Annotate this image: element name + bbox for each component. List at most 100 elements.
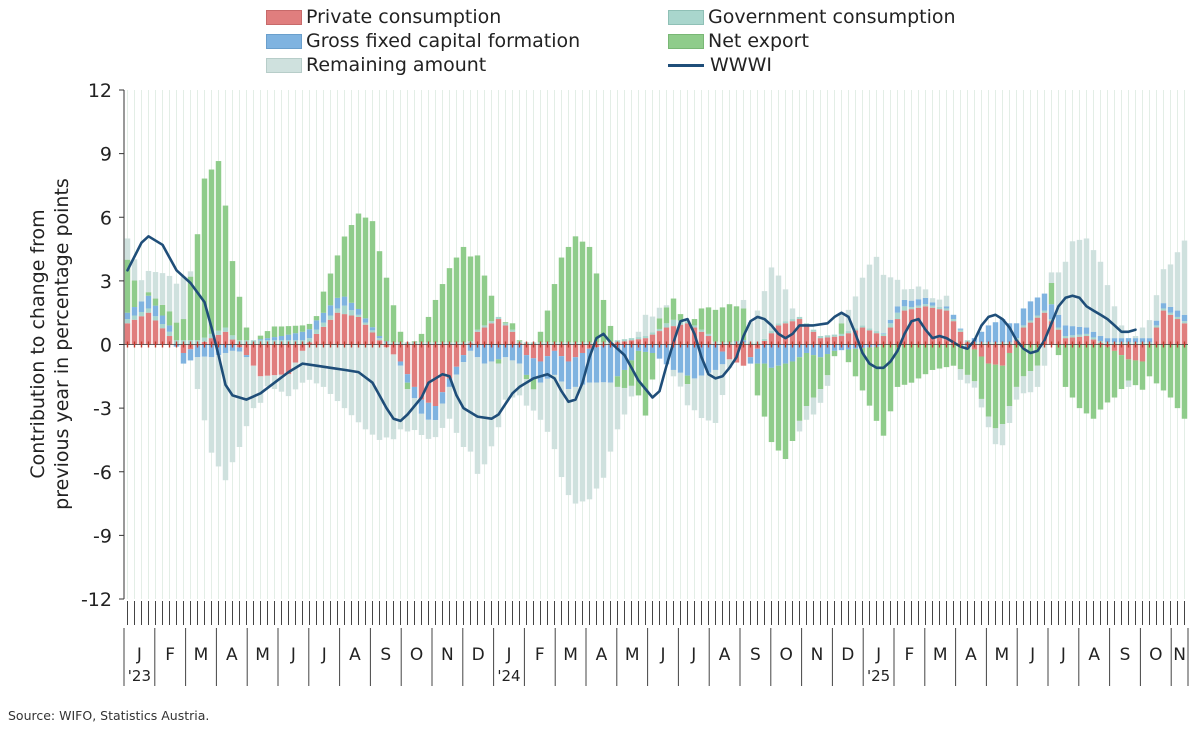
- bar-segment-private: [565, 344, 572, 362]
- bar-segment-remaining: [1027, 371, 1034, 393]
- bar-segment-remaining: [1006, 406, 1013, 423]
- bar-segment-remaining: [530, 389, 537, 411]
- bar-segment-net_export: [635, 350, 642, 396]
- bar-segment-net_export: [810, 355, 817, 398]
- bar-segment-government: [1055, 327, 1062, 330]
- legend-label-wwwi: WWWI: [710, 54, 772, 76]
- bar-segment-remaining: [642, 314, 649, 337]
- x-month-label: O: [410, 645, 423, 665]
- bar-segment-gfcf: [565, 361, 572, 390]
- bar-segment-net_export: [278, 326, 285, 337]
- bar-segment-remaining: [824, 375, 831, 386]
- bar-segment-private: [292, 344, 299, 363]
- bar-segment-private: [418, 344, 425, 400]
- bar-segment-gfcf: [586, 348, 593, 383]
- bar-segment-government: [929, 305, 936, 308]
- bar-segment-remaining: [964, 374, 971, 384]
- bar-segment-private: [831, 336, 838, 345]
- x-month-label: N: [441, 645, 454, 665]
- bar-segment-gfcf: [1076, 326, 1083, 335]
- bar-segment-government: [124, 319, 131, 324]
- bar-segment-remaining: [278, 374, 285, 392]
- bar-segment-remaining: [1020, 376, 1027, 394]
- bar-segment-government: [355, 314, 362, 317]
- bar-segment-net_export: [873, 346, 880, 421]
- bar-segment-gfcf: [523, 355, 530, 375]
- bar-segment-net_export: [936, 344, 943, 369]
- bar-segment-remaining: [817, 389, 824, 403]
- bar-segment-government: [866, 328, 873, 331]
- bar-segment-government: [376, 338, 383, 341]
- bar-segment-gfcf: [831, 344, 838, 351]
- bar-segment-government: [131, 315, 138, 320]
- x-month-label: N: [1173, 645, 1186, 665]
- bar-segment-remaining: [551, 374, 558, 450]
- y-axis-label-line2: previous year in percentage points: [51, 178, 73, 510]
- bar-segment-net_export: [404, 382, 411, 390]
- bar-segment-net_export: [1013, 344, 1020, 387]
- bar-segment-government: [859, 325, 866, 328]
- bar-segment-private: [747, 344, 754, 358]
- bar-segment-private: [1034, 317, 1041, 345]
- bar-segment-gfcf: [677, 344, 684, 373]
- bar-segment-government: [1181, 321, 1188, 324]
- x-year-label: '24: [497, 667, 520, 685]
- bar-segment-gfcf: [271, 337, 278, 341]
- bar-segment-remaining: [1181, 240, 1188, 315]
- bar-segment-remaining: [1034, 365, 1041, 387]
- x-month-label: A: [1088, 645, 1100, 665]
- bar-segment-remaining: [684, 384, 691, 406]
- bar-segment-private: [481, 327, 488, 345]
- bar-segment-government: [145, 308, 152, 313]
- x-month-label: J: [659, 645, 665, 665]
- bar-segment-remaining: [306, 344, 313, 380]
- bar-segment-remaining: [243, 357, 250, 427]
- x-month-label: D: [472, 645, 485, 665]
- bar-segment-government: [705, 333, 712, 337]
- bar-segment-government: [901, 306, 908, 311]
- legend-item-gfcf: Gross fixed capital formation: [266, 30, 580, 52]
- bar-segment-net_export: [201, 178, 208, 338]
- bar-segment-private: [488, 323, 495, 345]
- bar-segment-remaining: [880, 274, 887, 334]
- bar-segment-net_export: [446, 268, 453, 343]
- bar-segment-gfcf: [1055, 314, 1062, 328]
- bar-segment-gfcf: [649, 344, 656, 353]
- bar-segment-government: [1174, 316, 1181, 320]
- bar-segment-net_export: [824, 354, 831, 376]
- bar-segment-gfcf: [908, 300, 915, 308]
- legend-item-government: Government consumption: [668, 6, 956, 28]
- bar-segment-gfcf: [943, 306, 950, 309]
- bar-segment-private: [572, 344, 579, 358]
- bar-segment-net_export: [754, 363, 761, 396]
- bar-segment-gfcf: [495, 344, 502, 360]
- bar-segment-private: [1076, 336, 1083, 345]
- line-layer: [126, 235, 1137, 423]
- bar-segment-private: [124, 323, 131, 345]
- bar-segment-gfcf: [201, 344, 208, 357]
- bar-segment-private: [411, 344, 418, 387]
- bar-segment-net_export: [579, 241, 586, 343]
- bar-segment-private: [390, 344, 397, 355]
- bar-segment-net_export: [684, 375, 691, 385]
- bar-segment-remaining: [922, 289, 929, 298]
- bar-segment-net_export: [145, 292, 152, 296]
- bar-segment-private: [453, 344, 460, 367]
- bar-segment-private: [495, 319, 502, 345]
- bar-segment-remaining: [453, 374, 460, 433]
- bar-segment-remaining: [439, 403, 446, 428]
- x-month-label: S: [380, 645, 391, 665]
- bar-segment-private: [950, 321, 957, 345]
- y-tick-label: 12: [88, 80, 112, 102]
- bar-segment-net_export: [649, 352, 656, 380]
- bar-segment-private: [957, 331, 964, 345]
- bar-segment-remaining: [516, 363, 523, 396]
- bar-segment-gfcf: [334, 297, 341, 309]
- bar-segment-government: [152, 316, 159, 321]
- bar-segment-gfcf: [922, 297, 929, 305]
- y-tick-label: 0: [100, 335, 112, 357]
- x-month-label: A: [596, 645, 608, 665]
- bar-segment-net_export: [1160, 344, 1167, 391]
- bar-segment-gfcf: [740, 340, 747, 343]
- bar-segment-remaining: [1041, 344, 1048, 366]
